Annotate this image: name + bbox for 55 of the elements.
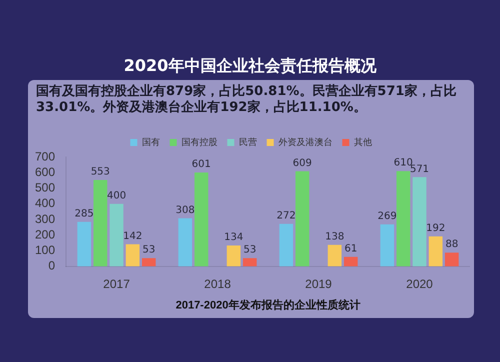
y-tick-label: 600 (34, 164, 56, 179)
bar (428, 236, 443, 266)
y-tick-label: 400 (34, 196, 56, 210)
data-label: 571 (410, 164, 430, 175)
x-tick-label: 2017 (103, 276, 130, 291)
chart-subtitle: 国有及国有控股企业有879家，占比50.81%。民营企业有571家，占比33.01%。外资及港澳台企业有192家，占比11.10%。 (36, 84, 458, 116)
y-tick-label: 0 (48, 258, 56, 273)
bar (110, 204, 124, 266)
bar (142, 258, 156, 266)
data-label: 138 (325, 231, 344, 242)
legend-label: 国有 (142, 136, 160, 147)
y-tick-label: 300 (34, 212, 56, 226)
legend-label: 其他 (354, 136, 372, 147)
bar (344, 256, 358, 266)
legend-label: 民营 (238, 136, 257, 147)
chart-title: 2020年中国企业社会责任报告概况 (122, 56, 378, 77)
legend-label: 外资及港澳台 (278, 136, 332, 147)
x-tick-label: 2019 (305, 276, 332, 291)
data-label: 609 (292, 158, 312, 169)
data-label: 400 (106, 190, 126, 202)
x-tick-label: 2018 (204, 276, 232, 291)
y-tick-label: 100 (34, 243, 56, 258)
bar (226, 245, 241, 266)
bar (412, 177, 426, 266)
bar (242, 258, 257, 266)
data-label: 61 (344, 243, 358, 254)
bar (279, 224, 294, 266)
data-label: 192 (426, 222, 446, 234)
data-label: 601 (192, 159, 211, 170)
data-label: 134 (224, 232, 244, 244)
y-tick-label: 700 (34, 149, 56, 164)
bar (178, 218, 192, 266)
bar (328, 244, 342, 266)
data-label: 142 (123, 230, 142, 242)
y-tick-label: 200 (34, 227, 56, 242)
x-tick-label: 2020 (406, 276, 434, 291)
bar (444, 252, 459, 266)
bar (194, 172, 208, 266)
x-axis-title: 2017-2020年发布报告的企业性质统计 (176, 298, 360, 312)
y-tick-label: 500 (34, 180, 56, 195)
bar (77, 222, 92, 266)
bar (126, 244, 140, 266)
data-label: 88 (445, 239, 458, 250)
bar (380, 224, 394, 266)
data-label: 553 (90, 166, 110, 178)
legend-label: 国有控股 (181, 136, 218, 147)
bar (396, 171, 410, 266)
data-label: 272 (276, 210, 296, 222)
bar (93, 180, 108, 266)
bar (295, 171, 310, 266)
data-label: 308 (176, 204, 195, 216)
data-label: 53 (142, 244, 156, 256)
data-label: 285 (74, 208, 94, 220)
data-label: 269 (378, 210, 397, 222)
data-label: 53 (243, 244, 256, 256)
